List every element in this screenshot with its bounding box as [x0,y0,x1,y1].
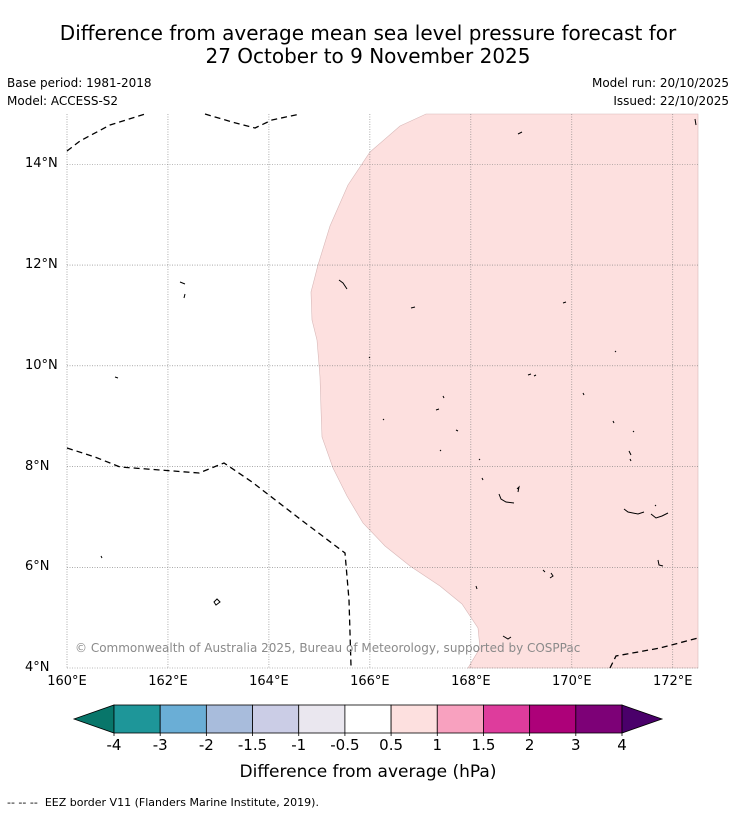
colorbar-segment [205,704,253,734]
island-outline [213,598,221,606]
island-outline [475,585,478,590]
island-outline [435,395,445,411]
island-outline [527,373,537,377]
lon-tick-label: 160°E [47,674,87,689]
island-outline [542,569,554,579]
lon-tick-label: 172°E [652,674,693,689]
colorbar-segment [436,704,484,734]
lon-tick-label: 166°E [350,674,390,689]
colorbar-extend-low [72,704,115,734]
eez-border-southeast [609,637,699,669]
lat-tick-label: 14°N [25,156,58,172]
colorbar-segment [483,704,531,734]
eez-border-north [66,113,146,152]
colorbar-segment [159,704,207,734]
base-period-text: Base period: 1981-2018 [7,76,152,90]
eez-border-west [66,447,352,667]
island-outline [628,450,632,462]
colorbar-segment [298,704,346,734]
colorbar-tick-label: -1.5 [237,736,268,754]
colorbar-tick-label: -0.5 [330,736,360,754]
island-outline [410,306,416,309]
island-outline [478,458,484,481]
island-outline [338,279,348,290]
island-outline [516,485,520,493]
meta-right: Model run: 20/10/2025 Issued: 22/10/2025 [592,74,729,110]
lat-tick-label: 8°N [25,458,50,474]
lon-tick-label: 162°E [148,674,188,689]
meta-left: Base period: 1981-2018 Model: ACCESS-S2 [7,74,152,110]
island-outline [614,350,617,353]
island-outline [114,376,119,379]
island-outline [100,555,103,559]
colorbar-tick-label: -2 [198,736,214,754]
island-outline [179,281,186,299]
island-outline [623,508,645,515]
island-outline [650,512,669,519]
lon-tick-label: 168°E [451,674,491,689]
colorbar-tick-label: 1 [432,736,443,754]
copyright-credit: © Commonwealth of Australia 2025, Bureau… [75,641,581,655]
lat-tick-label: 10°N [25,357,58,373]
chart-title: Difference from average mean sea level p… [0,22,736,68]
colorbar-label: Difference from average (hPa) [239,762,497,782]
island-outline [502,635,512,640]
colorbar-segment [344,704,392,734]
colorbar-tick-label: 1.5 [471,736,496,754]
island-outline [562,301,567,304]
title-line-1: Difference from average mean sea level p… [59,21,677,45]
island-outline [694,118,697,126]
model-run-text: Model run: 20/10/2025 [591,76,729,90]
island-outline [517,131,523,135]
colorbar-tick-label: 4 [617,736,627,754]
eez-legend-text: EEZ border V11 (Flanders Marine Institut… [44,796,319,809]
island-outline [657,559,664,567]
island-outline [382,418,459,452]
lat-tick-label: 6°N [25,559,50,575]
colorbar-tick-label: 3 [571,736,581,754]
map [66,113,699,669]
colorbar-segment [113,704,161,734]
legend-eez: -- -- -- EEZ border V11 (Flanders Marine… [7,796,319,809]
colorbar-segment [390,704,438,734]
colorbar-tick-label: 0.5 [379,736,404,754]
island-outline [498,493,515,504]
colorbar-tick-label: 2 [524,736,535,754]
eez-legend-symbol: -- -- -- [7,796,38,809]
colorbar-tick-label: -4 [106,736,122,754]
lon-tick-label: 164°E [249,674,289,689]
island-outline [582,392,635,433]
issued-text: Issued: 22/10/2025 [613,94,729,108]
colorbar-tick-label: -1 [291,736,307,754]
colorbar-tick-label: -3 [152,736,168,754]
island-outline [654,504,657,507]
lat-tick-label: 12°N [25,257,58,273]
model-text: Model: ACCESS-S2 [7,94,119,108]
lat-tick-label: 4°N [25,660,50,675]
eez-border-north-2 [204,113,301,129]
anomaly-region-0-5-to-1 [310,113,699,669]
colorbar-segment [575,704,623,734]
colorbar-segment [529,704,577,734]
lon-tick-label: 170°E [552,674,592,689]
island-outline [368,356,371,359]
colorbar-segment [252,704,300,734]
colorbar-extend-high [621,704,664,734]
title-line-2: 27 October to 9 November 2025 [205,44,531,68]
